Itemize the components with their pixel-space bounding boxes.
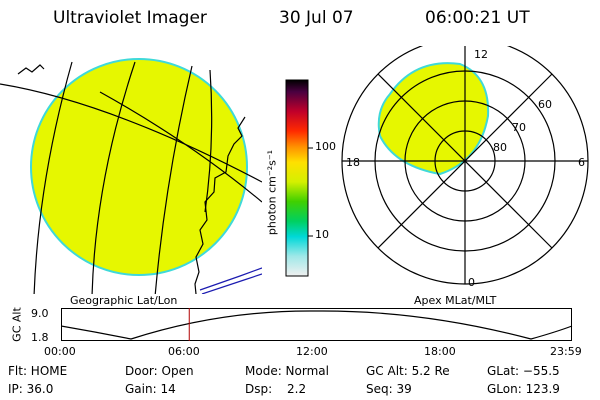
mlat-70: 70 (512, 121, 526, 134)
mode-status: Mode: Normal (245, 364, 329, 378)
instrument-title: Ultraviolet Imager (53, 8, 207, 28)
colorbar-tick-100: 100 (315, 140, 336, 153)
dsp-value: 2.2 (287, 382, 307, 396)
door-status: Door: Open (125, 364, 194, 378)
seq-status: Seq: 39 (366, 382, 412, 396)
mlat-80: 80 (493, 141, 507, 154)
flt-status: Flt: HOME (8, 364, 68, 378)
time-tick-0600: 06:00 (168, 345, 200, 358)
date-label: 30 Jul 07 (279, 8, 354, 28)
mlt-12: 12 (474, 48, 488, 61)
geographic-image (0, 58, 262, 294)
glat-status: GLat: −55.5 (487, 364, 560, 378)
mlat-60: 60 (538, 98, 552, 111)
polar-plot (341, 46, 589, 285)
altitude-ylabel: GC Alt (10, 307, 24, 342)
colorbar-tick-10: 10 (315, 228, 329, 241)
dsp-label: Dsp: (245, 382, 273, 396)
polar-caption: Apex MLat/MLT (414, 294, 497, 307)
geo-caption: Geographic Lat/Lon (70, 294, 178, 307)
glon-status: GLon: 123.9 (487, 382, 560, 396)
colorbar-label: photon cm⁻²s⁻¹ (265, 149, 279, 236)
altitude-ymax: 9.0 (31, 307, 49, 320)
altitude-plot (61, 308, 573, 341)
time-tick-0000: 00:00 (44, 345, 76, 358)
gc-alt-status: GC Alt: 5.2 Re (366, 364, 450, 378)
mlt-0: 0 (468, 276, 475, 289)
time-tick-1800: 18:00 (424, 345, 456, 358)
time-label: 06:00:21 UT (425, 8, 530, 28)
ip-status: IP: 36.0 (8, 382, 54, 396)
time-tick-2359: 23:59 (550, 345, 582, 358)
mlt-18: 18 (346, 156, 360, 169)
colorbar (285, 79, 313, 277)
gain-status: Gain: 14 (125, 382, 176, 396)
altitude-ymin: 1.8 (31, 331, 49, 344)
time-tick-1200: 12:00 (296, 345, 328, 358)
mlt-6: 6 (578, 156, 585, 169)
